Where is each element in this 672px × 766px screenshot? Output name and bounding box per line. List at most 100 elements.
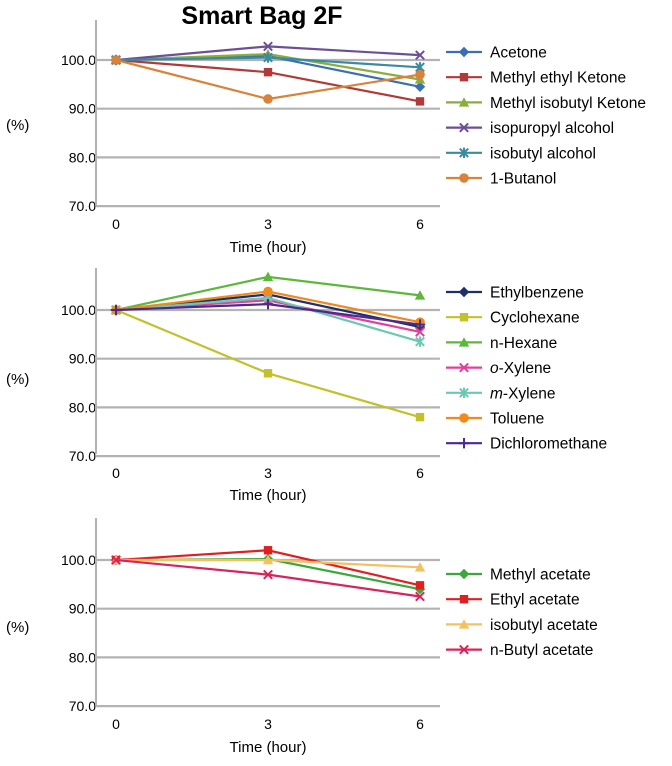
legend-marker [458, 46, 470, 58]
data-point [263, 286, 273, 297]
data-point [263, 94, 273, 104]
y-axis-label: (%) [6, 117, 29, 134]
y-tick-label: 100.0 [61, 302, 96, 318]
legend-marker [459, 73, 469, 82]
chart-title: Smart Bag 2F [181, 2, 342, 30]
legend-entry: Toluene [446, 411, 544, 428]
legend-marker [458, 619, 470, 629]
data-point [262, 554, 274, 565]
legend-label: Methyl acetate [490, 567, 591, 584]
data-point [415, 50, 425, 61]
data-point [414, 319, 426, 330]
legend-entry: Ethylbenzene [446, 285, 584, 302]
legend-label: 1-Butanol [490, 171, 556, 188]
legend-entry: isobutyl alcohol [446, 145, 596, 162]
y-tick-label: 90.0 [69, 351, 96, 367]
x-tick-label: 0 [112, 465, 120, 481]
legend-entry: isopuropyl alcohol [446, 120, 614, 137]
legend-label: m-Xylene [490, 385, 555, 402]
y-axis-label: (%) [6, 371, 29, 388]
legend-marker [459, 362, 469, 373]
legend-marker [459, 313, 469, 322]
x-tick-label: 6 [416, 216, 424, 232]
legend-label: n-Hexane [490, 335, 557, 352]
legend-label: Ethylbenzene [490, 285, 584, 302]
legend-marker [459, 387, 469, 398]
data-point [263, 41, 273, 52]
y-tick-label: 70.0 [69, 448, 96, 464]
y-tick-label: 80.0 [69, 399, 96, 415]
x-axis-label: Time (hour) [230, 239, 307, 256]
y-tick-label: 70.0 [69, 698, 96, 714]
data-point [262, 298, 274, 310]
legend-marker [459, 147, 469, 158]
data-point [111, 55, 121, 65]
legend-entry: Methyl ethyl Ketone [446, 70, 626, 87]
legend-marker [458, 337, 470, 347]
legend-label: isobutyl acetate [490, 617, 598, 634]
legend-entry: m-Xylene [446, 385, 555, 402]
legend-label: isopuropyl alcohol [490, 120, 614, 137]
legend-label: o-Xylene [490, 360, 551, 377]
legend-label: Cyclohexane [490, 310, 580, 327]
chart-panel-2: 70.0 80.0 90.0 100.0 0 3 6 Time (hour) (%) Ethylb… [6, 268, 607, 504]
data-point [262, 271, 274, 282]
y-tick-label: 90.0 [69, 601, 96, 617]
x-tick-label: 3 [264, 465, 272, 481]
data-point [414, 290, 426, 300]
legend-entry: Cyclohexane [446, 310, 580, 327]
x-tick-label: 0 [112, 716, 120, 732]
data-point [111, 555, 121, 565]
legend-marker [458, 286, 470, 298]
data-point [263, 369, 273, 378]
y-tick-label: 70.0 [69, 198, 96, 214]
legend-marker [458, 568, 470, 580]
data-point [415, 69, 425, 80]
data-point [415, 581, 425, 590]
data-point [110, 304, 122, 316]
legend-marker [459, 644, 469, 655]
data-point [414, 562, 426, 572]
legend-marker [459, 173, 469, 183]
legend-entry: isobutyl acetate [446, 617, 598, 634]
legend-label: Acetone [490, 45, 547, 62]
chart-panel-3: 70.0 80.0 90.0 100.0 0 3 6 Time (hour) (%) Methyl… [6, 518, 598, 756]
x-tick-label: 6 [416, 465, 424, 481]
x-tick-label: 6 [416, 716, 424, 732]
y-tick-label: 90.0 [69, 101, 96, 117]
data-point [415, 327, 425, 337]
legend-entry: Dichloromethane [446, 436, 607, 453]
x-axis-label: Time (hour) [230, 487, 307, 504]
y-tick-label: 100.0 [61, 52, 96, 68]
legend-entry: Acetone [446, 45, 547, 62]
legend-entry: Ethyl acetate [446, 592, 580, 609]
data-point [263, 67, 273, 77]
series-line [115, 308, 421, 419]
legend-label: Methyl isobutyl Ketone [490, 95, 646, 112]
y-axis-label: (%) [6, 619, 29, 636]
data-point [263, 569, 273, 580]
legend-entry: o-Xylene [446, 360, 551, 377]
legend-label: isobutyl alcohol [490, 145, 596, 162]
legend-marker [458, 97, 470, 107]
legend-entry: Methyl acetate [446, 567, 591, 584]
data-point [415, 336, 425, 347]
legend-label: n-Butyl acetate [490, 642, 593, 659]
legend-marker [459, 413, 469, 423]
legend-entry: 1-Butanol [446, 171, 556, 188]
y-tick-label: 80.0 [69, 649, 96, 665]
legend-label: Toluene [490, 411, 544, 428]
data-point [263, 52, 273, 63]
y-tick-label: 100.0 [61, 552, 96, 568]
legend-marker [459, 595, 469, 604]
data-point [415, 591, 425, 602]
legend-entry: n-Hexane [446, 335, 557, 352]
legend-marker [459, 122, 469, 133]
data-point [415, 97, 425, 106]
legend-label: Dichloromethane [490, 436, 607, 453]
y-tick-label: 80.0 [69, 149, 96, 165]
x-tick-label: 3 [264, 716, 272, 732]
legend-entry: Methyl isobutyl Ketone [446, 95, 646, 112]
x-axis-label: Time (hour) [230, 739, 307, 756]
